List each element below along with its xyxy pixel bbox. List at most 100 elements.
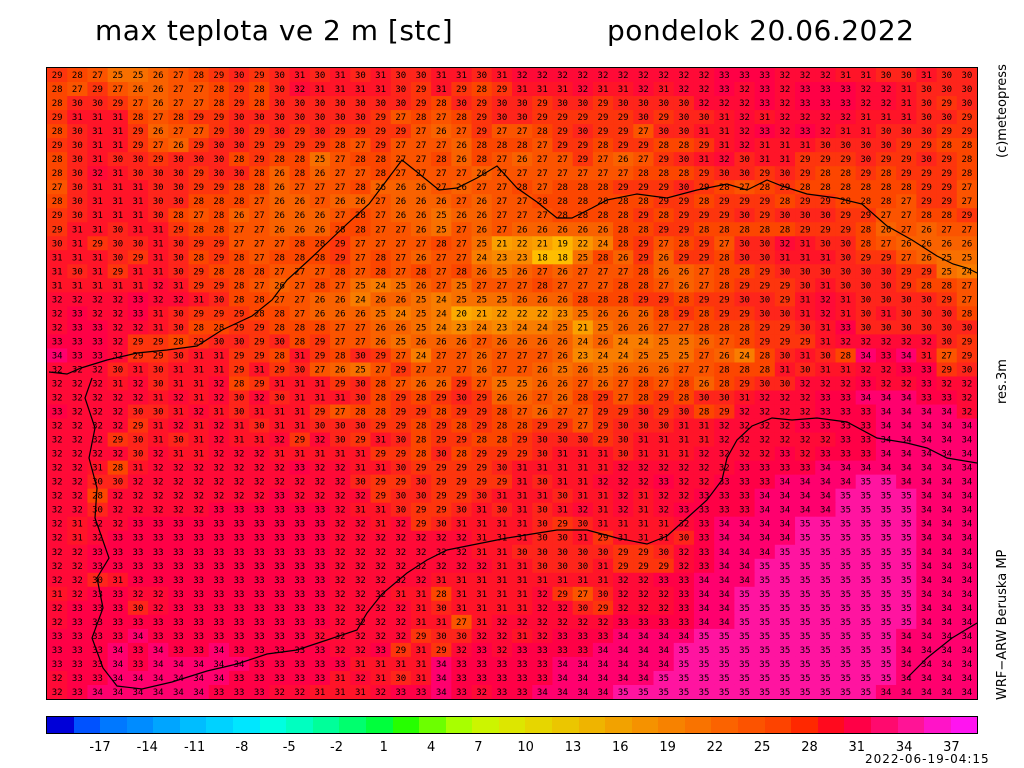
grid-value: 27	[173, 127, 184, 137]
grid-cell	[875, 82, 897, 97]
grid-value: 25	[517, 380, 528, 390]
grid-cell	[875, 110, 897, 125]
grid-value: 29	[395, 422, 406, 432]
grid-value: 32	[800, 450, 811, 460]
grid-value: 34	[820, 478, 831, 488]
grid-value: 26	[315, 225, 326, 235]
grid-value: 30	[739, 169, 750, 179]
grid-value: 33	[315, 576, 326, 586]
grid-cell	[653, 180, 675, 195]
grid-value: 33	[193, 520, 204, 530]
timestamp: 2022-06-19-04:15	[865, 752, 990, 766]
grid-value: 30	[72, 169, 83, 179]
grid-cell	[471, 194, 493, 209]
grid-value: 35	[739, 632, 750, 642]
grid-value: 27	[133, 99, 144, 109]
grid-value: 30	[739, 211, 750, 221]
grid-value: 35	[860, 548, 871, 558]
grid-value: 32	[112, 323, 123, 333]
grid-value: 32	[375, 548, 386, 558]
grid-value: 29	[456, 492, 467, 502]
grid-value: 34	[941, 688, 952, 698]
temperature-map[interactable]: 29 28 27 25 25 26 27 28 29 30 29 30 31 30 31 30 31 30 30 31…	[46, 67, 978, 700]
grid-value: 33	[739, 506, 750, 516]
grid-value: 32	[315, 632, 326, 642]
grid-value: 32	[133, 506, 144, 516]
grid-value: 35	[759, 660, 770, 670]
grid-value: 33	[213, 590, 224, 600]
grid-cell	[107, 96, 129, 111]
grid-value: 34	[961, 604, 972, 614]
grid-value: 32	[112, 422, 123, 432]
grid-cell	[330, 82, 351, 97]
grid-value: 32	[598, 478, 609, 488]
grid-value: 27	[517, 197, 528, 207]
grid-value: 27	[496, 183, 507, 193]
grid-value: 28	[416, 113, 427, 123]
grid-value: 34	[719, 548, 730, 558]
grid-value: 34	[699, 604, 710, 614]
grid-value: 30	[133, 450, 144, 460]
grid-cell	[613, 166, 634, 181]
grid-value: 35	[780, 674, 791, 684]
grid-cell	[431, 68, 452, 83]
grid-value: 32	[173, 492, 184, 502]
grid-value: 30	[153, 197, 164, 207]
grid-value: 28	[476, 436, 487, 446]
grid-value: 29	[881, 155, 892, 165]
grid-value: 30	[678, 534, 689, 544]
grid-value: 28	[355, 183, 366, 193]
grid-value: 30	[840, 253, 851, 263]
grid-value: 28	[860, 197, 871, 207]
grid-value: 27	[52, 183, 63, 193]
grid-cell	[613, 222, 634, 237]
grid-value: 29	[416, 408, 427, 418]
grid-value: 30	[315, 422, 326, 432]
grid-cell	[208, 138, 230, 153]
grid-value: 27	[315, 197, 326, 207]
grid-value: 32	[72, 590, 83, 600]
grid-cell	[228, 96, 250, 111]
grid-value: 34	[112, 688, 123, 698]
grid-cell	[552, 152, 574, 167]
grid-value: 27	[335, 323, 346, 333]
grid-value: 27	[577, 422, 588, 432]
grid-value: 32	[719, 155, 730, 165]
grid-value: 35	[678, 674, 689, 684]
grid-cell	[370, 166, 392, 181]
grid-value: 33	[840, 85, 851, 95]
grid-value: 29	[719, 408, 730, 418]
grid-value: 31	[476, 520, 487, 530]
grid-value: 30	[800, 281, 811, 291]
grid-value: 33	[294, 674, 305, 684]
grid-value: 31	[335, 85, 346, 95]
grid-value: 31	[112, 127, 123, 137]
grid-value: 31	[901, 113, 912, 123]
grid-value: 30	[173, 323, 184, 333]
grid-value: 29	[941, 365, 952, 375]
grid-cell	[835, 152, 857, 167]
grid-value: 29	[254, 141, 265, 151]
grid-value: 24	[395, 309, 406, 319]
grid-value: 33	[517, 674, 528, 684]
grid-value: 34	[941, 534, 952, 544]
grid-value: 35	[699, 688, 710, 698]
grid-value: 29	[618, 408, 629, 418]
grid-value: 34	[618, 660, 629, 670]
grid-cell	[734, 82, 756, 97]
grid-cell	[188, 180, 210, 195]
grid-value: 31	[638, 436, 649, 446]
grid-value: 33	[739, 492, 750, 502]
grid-value: 33	[133, 618, 144, 628]
grid-value: 30	[658, 548, 669, 558]
scale-tick-label: 10	[517, 740, 534, 755]
grid-value: 29	[496, 85, 507, 95]
grid-value: 26	[315, 295, 326, 305]
grid-cell	[370, 68, 392, 83]
grid-value: 33	[840, 394, 851, 404]
grid-cell	[208, 194, 230, 209]
grid-value: 33	[780, 450, 791, 460]
grid-value: 30	[355, 351, 366, 361]
grid-value: 32	[72, 478, 83, 488]
grid-value: 29	[315, 141, 326, 151]
